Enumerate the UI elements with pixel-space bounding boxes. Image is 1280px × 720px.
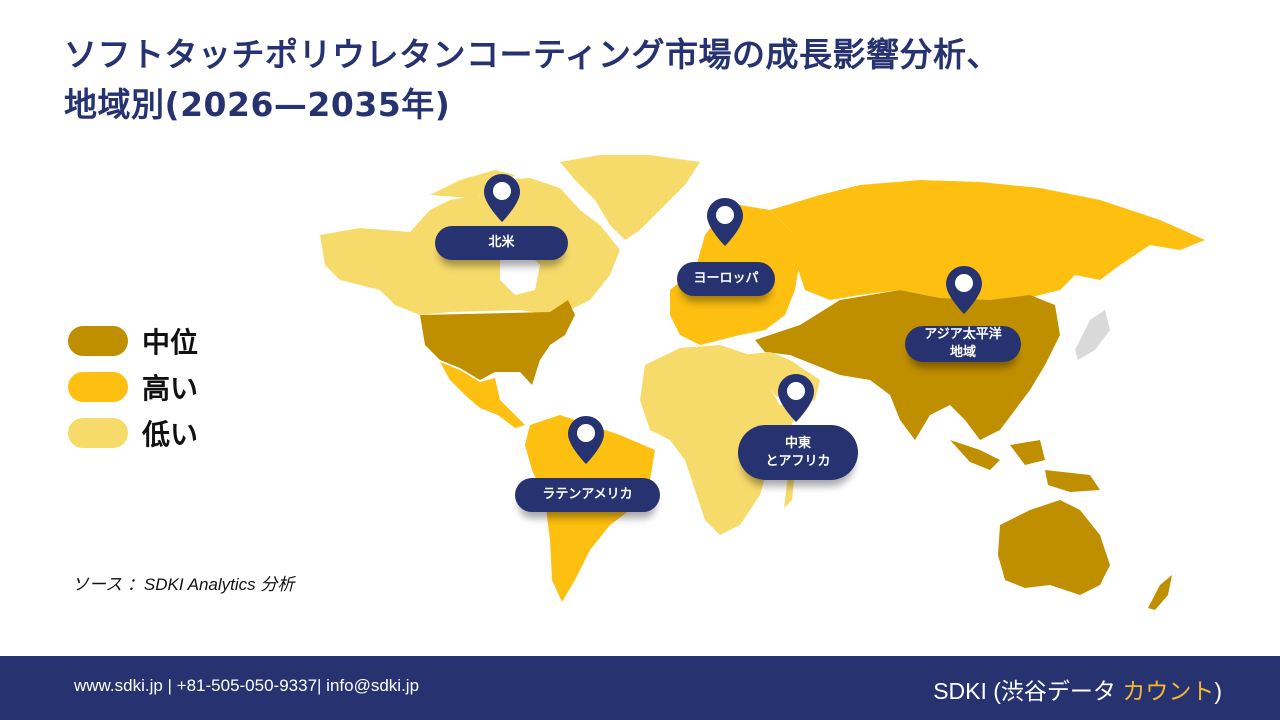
- brand-accent: カウント: [1122, 678, 1215, 704]
- region-australia: [998, 500, 1110, 595]
- region-label-middle-east-africa[interactable]: 中東 とアフリカ: [738, 425, 858, 480]
- legend-label: 高い: [142, 372, 199, 405]
- region-label-latin-america[interactable]: ラテンアメリカ: [515, 478, 660, 512]
- middle-east-africa-pin-icon: [778, 374, 814, 422]
- legend-swatch-medium: [68, 326, 128, 356]
- brand-suffix: ): [1214, 678, 1222, 704]
- region-japan: [1075, 310, 1110, 360]
- region-label-north-america[interactable]: 北米: [435, 226, 568, 260]
- title-line-1: ソフトタッチポリウレタンコーティング市場の成長影響分析、: [64, 35, 1001, 74]
- region-russia: [770, 180, 1205, 300]
- page-title: ソフトタッチポリウレタンコーティング市場の成長影響分析、 地域別(2026—20…: [64, 30, 1214, 130]
- legend: 中位 高い 低い: [68, 318, 198, 456]
- asia-pacific-pin-icon: [946, 266, 982, 314]
- region-se-asia: [950, 440, 1100, 492]
- footer-contact[interactable]: www.sdki.jp | +81-505-050-9337| info@sdk…: [74, 676, 420, 695]
- region-new-zealand: [1148, 575, 1172, 610]
- legend-label: 中位: [142, 326, 199, 359]
- footer: www.sdki.jp | +81-505-050-9337| info@sdk…: [0, 656, 1280, 720]
- footer-brand: SDKI (渋谷データ カウント): [933, 672, 1222, 706]
- source-note: ソース ：SDKI Analytics 分析: [72, 575, 295, 594]
- region-greenland: [560, 155, 700, 240]
- region-label-europe[interactable]: ヨーロッパ: [677, 262, 775, 296]
- brand-prefix: SDKI (渋谷データ: [933, 678, 1123, 704]
- legend-label: 低い: [142, 418, 199, 451]
- world-map: [320, 155, 1205, 610]
- region-mexico: [440, 362, 525, 428]
- north-america-pin-icon: [484, 174, 520, 222]
- latin-america-pin-icon: [568, 416, 604, 464]
- legend-item-high: 高い: [68, 364, 198, 410]
- title-line-2: 地域別(2026—2035年): [64, 85, 451, 124]
- region-usa: [420, 300, 575, 385]
- legend-item-low: 低い: [68, 410, 198, 456]
- legend-swatch-high: [68, 372, 128, 402]
- region-africa: [640, 345, 800, 535]
- region-label-asia-pacific[interactable]: アジア太平洋 地域: [905, 326, 1021, 362]
- legend-item-medium: 中位: [68, 318, 198, 364]
- legend-swatch-low: [68, 418, 128, 448]
- europe-pin-icon: [707, 198, 743, 246]
